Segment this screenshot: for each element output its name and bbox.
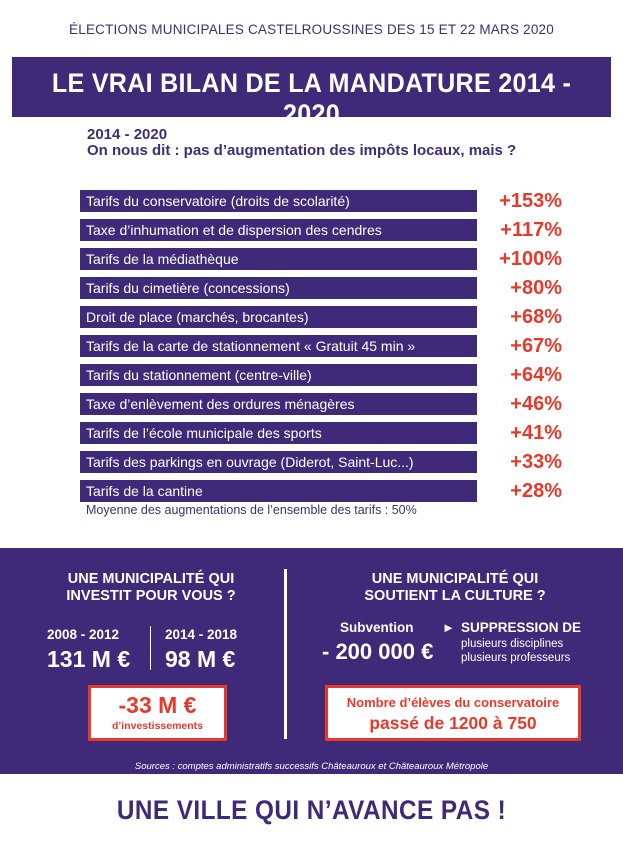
average-increase-note: Moyenne des augmentations de l’ensemble … — [86, 503, 417, 517]
tariff-row-increase: +67% — [510, 335, 562, 357]
tariffs-period: 2014 - 2020 — [87, 126, 168, 143]
invest-delta-box: -33 M € d’investissements — [88, 685, 227, 741]
tariff-row-label: Tarifs du conservatoire (droits de scola… — [80, 190, 477, 212]
page-title: LE VRAI BILAN DE LA MANDATURE 2014 - 202… — [51, 68, 572, 129]
tariff-row-label: Taxe d’enlèvement des ordures ménagères — [80, 393, 477, 415]
invest-delta: -33 M € — [118, 692, 197, 718]
students-box: Nombre d’élèves du conservatoire passé d… — [325, 685, 581, 741]
suppression-label: SUPPRESSION DE — [461, 620, 582, 635]
tariff-row-increase: +68% — [510, 306, 562, 328]
culture-title-line1: UNE MUNICIPALITÉ QUI — [371, 571, 539, 587]
tariff-row-increase: +64% — [510, 364, 562, 386]
invest-value-2: 98 M € — [165, 646, 236, 672]
subsidy-label: Subvention — [340, 620, 414, 635]
invest-delta-caption: d’investissements — [111, 720, 204, 732]
tariff-row-label: Tarifs de l’école municipale des sports — [80, 422, 477, 444]
students-line-1: Nombre d’élèves du conservatoire — [346, 695, 560, 710]
culture-title-line2: SOUTIENT LA CULTURE ? — [364, 588, 546, 604]
election-subtitle: ÉLECTIONS MUNICIPALES CASTELROUSSINES DE… — [69, 22, 554, 37]
suppression-line-2: plusieurs professeurs — [461, 652, 571, 664]
tariff-row-label: Tarifs des parkings en ouvrage (Diderot,… — [80, 451, 477, 473]
tariff-row-increase: +100% — [499, 248, 562, 270]
tariffs-intro: On nous dit : pas d’augmentation des imp… — [87, 142, 517, 159]
tariff-row-label: Tarifs de la carte de stationnement « Gr… — [80, 335, 477, 357]
tariff-row-increase: +41% — [510, 422, 562, 444]
invest-separator — [150, 626, 151, 670]
tariff-row-label: Tarifs du cimetière (concessions) — [80, 277, 477, 299]
suppression-details: plusieurs disciplines plusieurs professe… — [461, 637, 570, 665]
invest-title-line2: INVESTIT POUR VOUS ? — [66, 588, 236, 604]
invest-period-1: 2008 - 2012 — [47, 627, 120, 642]
invest-title-line1: UNE MUNICIPALITÉ QUI — [67, 571, 235, 587]
students-line-2: passé de 1200 à 750 — [369, 713, 537, 733]
column-divider — [284, 569, 287, 739]
tariff-row-increase: +46% — [510, 393, 562, 415]
tariff-row-increase: +117% — [500, 219, 562, 241]
invest-title: UNE MUNICIPALITÉ QUI INVESTIT POUR VOUS … — [18, 571, 284, 605]
suppression-line-1: plusieurs disciplines — [461, 638, 564, 650]
tariff-row-label: Tarifs de la médiathèque — [80, 248, 477, 270]
arrow-icon: ► — [442, 620, 455, 635]
tariff-row-increase: +28% — [510, 480, 562, 502]
slogan: UNE VILLE QUI N’AVANCE PAS ! — [116, 795, 507, 825]
tariff-row-label: Tarifs du stationnement (centre-ville) — [80, 364, 477, 386]
sources-note: Sources : comptes administratifs success… — [134, 761, 489, 772]
tariff-row-increase: +153% — [499, 190, 562, 212]
tariff-row-label: Tarifs de la cantine — [80, 480, 477, 502]
tariff-row-increase: +80% — [510, 277, 562, 299]
tariff-row-increase: +33% — [510, 451, 562, 473]
invest-period-2: 2014 - 2018 — [165, 627, 238, 642]
title-banner — [12, 57, 611, 117]
subsidy-value: - 200 000 € — [322, 639, 434, 664]
invest-value-1: 131 M € — [47, 646, 131, 672]
tariff-row-label: Taxe d’inhumation et de dispersion des c… — [80, 219, 477, 241]
tariff-row-label: Droit de place (marchés, brocantes) — [80, 306, 477, 328]
culture-title: UNE MUNICIPALITÉ QUI SOUTIENT LA CULTURE… — [320, 571, 590, 605]
